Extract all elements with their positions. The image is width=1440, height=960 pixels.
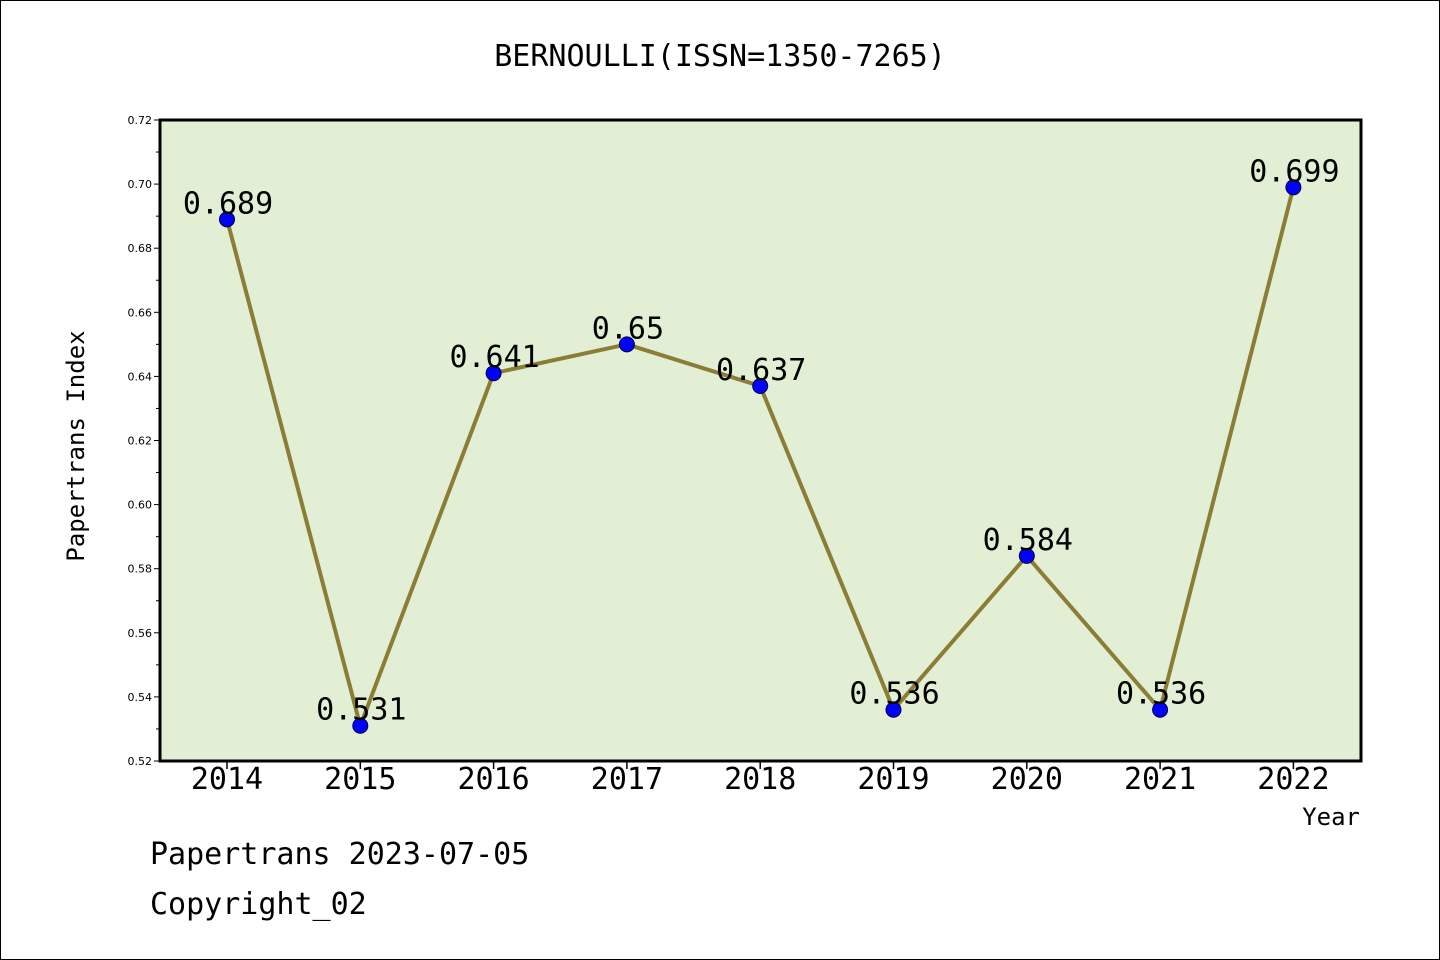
y-tick-label: 0.72 (128, 114, 153, 127)
y-tick-label: 0.56 (128, 627, 153, 640)
y-axis-ticks: 0.52 0.54 0.56 0.58 0.60 0.62 0.64 0.66 0.68 0.70… (128, 114, 160, 768)
chart-title: BERNOULLI(ISSN=1350-7265) (494, 39, 946, 74)
data-point (352, 717, 369, 734)
data-point (885, 701, 902, 718)
plot-area (158, 118, 1363, 763)
data-point (752, 378, 769, 395)
y-tick-label: 0.66 (128, 306, 153, 319)
x-tick-label: 2019 (857, 762, 929, 797)
data-point (219, 211, 235, 228)
x-tick-label: 2018 (724, 762, 796, 797)
data-point (485, 365, 502, 382)
y-tick-label: 0.52 (128, 755, 153, 768)
x-tick-label: 2015 (324, 762, 396, 797)
data-label: 0.699 (1249, 154, 1339, 189)
y-tick-label: 0.54 (128, 691, 153, 704)
x-axis-ticks: 2014 2015 2016 2017 2018 2019 2020 2021 2022 (191, 761, 1330, 797)
data-label: 0.536 (1116, 677, 1206, 712)
data-label: 0.641 (449, 340, 539, 375)
x-tick-label: 2020 (991, 762, 1063, 797)
footer-date: Papertrans 2023-07-05 (150, 837, 529, 872)
x-tick-label: 2014 (191, 762, 263, 797)
data-label: 0.637 (716, 353, 806, 388)
data-label: 0.584 (983, 523, 1073, 558)
y-tick-label: 0.70 (128, 178, 153, 191)
data-label: 0.536 (849, 677, 939, 712)
series (219, 179, 1302, 734)
x-axis-label: Year (1302, 803, 1360, 831)
y-tick-label: 0.60 (128, 499, 153, 512)
data-point (1152, 701, 1169, 718)
data-label: 0.689 (183, 186, 273, 221)
data-labels: 0.689 0.531 0.641 0.65 0.637 0.536 0.584 0.536 0… (183, 154, 1340, 727)
y-tick-label: 0.64 (128, 370, 153, 383)
x-tick-label: 2016 (457, 762, 529, 797)
x-tick-label: 2022 (1257, 762, 1329, 797)
data-point (1285, 179, 1302, 196)
x-tick-label: 2017 (591, 762, 663, 797)
x-tick-label: 2021 (1124, 762, 1196, 797)
data-point (618, 336, 635, 353)
y-axis-label: Papertrans Index (62, 330, 90, 561)
footer-copyright: Copyright_02 (150, 887, 367, 922)
data-point (1018, 547, 1035, 564)
y-tick-label: 0.68 (128, 242, 153, 255)
data-label: 0.65 (592, 311, 664, 346)
y-tick-label: 0.62 (128, 435, 153, 448)
y-tick-label: 0.58 (128, 563, 153, 576)
data-label: 0.531 (316, 693, 406, 728)
